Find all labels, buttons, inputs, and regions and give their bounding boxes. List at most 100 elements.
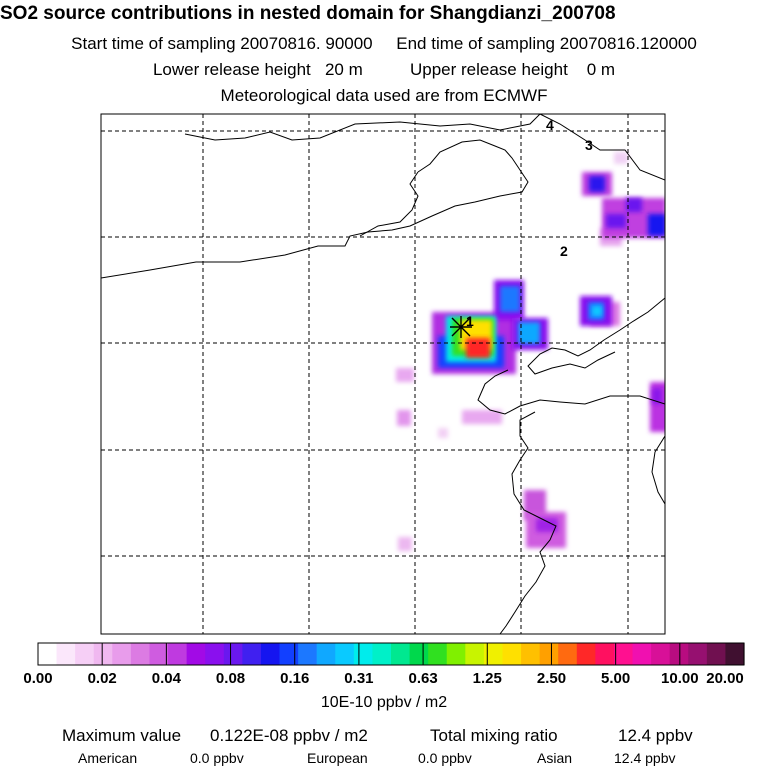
colorbar-swatch — [706, 643, 727, 665]
plume-patch — [397, 410, 411, 426]
plume-patch — [648, 214, 665, 236]
american-label: American — [78, 750, 138, 766]
colorbar-swatch — [372, 643, 392, 665]
colorbar-swatch — [428, 643, 448, 665]
colorbar-swatch — [632, 643, 652, 665]
colorbar-swatch — [223, 643, 243, 665]
colorbar-tick-label: 0.08 — [215, 670, 246, 687]
colorbar-swatch — [409, 643, 429, 665]
colorbar-swatch — [279, 643, 299, 665]
region-label-1: 1 — [466, 313, 474, 329]
colorbar-tick-label: 1.25 — [472, 670, 502, 687]
total-mixing-value: 12.4 ppbv — [618, 726, 693, 745]
map-frame — [100, 113, 666, 635]
colorbar-swatch — [130, 643, 151, 665]
colorbar-tick-label: 2.50 — [536, 670, 567, 687]
korea-coast — [651, 435, 665, 505]
colorbar-tick-label: 0.04 — [151, 670, 181, 687]
plume-patch — [626, 198, 642, 212]
sampling-times: Start time of sampling 20070816. 90000 E… — [0, 34, 768, 54]
colorbar-swatch — [316, 643, 336, 665]
borders — [101, 114, 665, 634]
colorbar-unit: 10E-10 ppbv / m2 — [320, 694, 448, 711]
colorbar-tick-label: 0.16 — [280, 670, 310, 687]
station-marker — [450, 316, 472, 338]
colorbar-tick-label: 0.02 — [87, 670, 117, 687]
start-time-label: Start time of sampling 20070816. 90000 — [71, 34, 373, 53]
region-label-3: 3 — [585, 137, 593, 153]
colorbar-swatch — [149, 643, 169, 665]
upper-release-label: Upper release height 0 m — [409, 60, 616, 79]
american-value: 0.0 ppbv — [190, 750, 244, 766]
end-time-label: End time of sampling 20070816.120000 — [396, 34, 697, 53]
asian-label: Asian — [537, 750, 573, 766]
european-value: 0.0 ppbv — [418, 750, 472, 766]
colorbar-swatch — [539, 643, 559, 665]
colorbar-swatch — [725, 643, 745, 665]
plume-patch — [652, 388, 662, 404]
plume-patch — [398, 537, 412, 551]
grid-lines — [101, 114, 665, 634]
plume-patch — [589, 176, 605, 192]
colorbar-swatch — [298, 643, 318, 665]
met-data-label: Meteorological data used are from ECMWF — [220, 86, 548, 105]
colorbar-swatch — [521, 643, 541, 665]
colorbar-tick-label: 0.63 — [408, 670, 438, 687]
colorbar-swatch — [168, 643, 188, 665]
colorbar-swatch — [446, 643, 466, 665]
colorbar-swatch — [93, 643, 113, 665]
colorbar-swatch — [669, 643, 689, 665]
lower-release-label: Lower release height 20 m — [152, 60, 363, 79]
mongolia-border — [101, 139, 529, 279]
colorbar-swatch — [502, 643, 522, 665]
release-heights: Lower release height 20 m Upper release … — [0, 60, 768, 80]
northeast-border — [539, 114, 665, 181]
colorbar-swatch — [465, 643, 485, 665]
plume-patch — [518, 322, 540, 344]
plume-patch — [614, 152, 628, 164]
colorbar-swatch — [38, 643, 58, 665]
plume-patch — [606, 214, 626, 228]
european-label: European — [307, 750, 368, 766]
region-label-2: 2 — [560, 243, 568, 259]
plume-patch — [438, 428, 448, 438]
inner-border — [359, 171, 419, 237]
colorbar-swatch — [112, 643, 132, 665]
colorbar-swatch — [483, 643, 504, 665]
plume-patch — [536, 518, 558, 532]
colorbar-tick-label: 10.00 — [661, 670, 699, 687]
colorbar-border — [37, 642, 745, 666]
plume-patch — [592, 306, 602, 316]
colorbar-swatch — [558, 643, 578, 665]
colorbar-swatch — [205, 643, 225, 665]
asian-value: 12.4 ppbv — [614, 750, 676, 766]
colorbar-swatch — [353, 643, 374, 665]
colorbar-swatch — [335, 643, 355, 665]
north-border — [184, 114, 541, 141]
colorbar-swatch — [75, 643, 95, 665]
chart-title: SO2 source contributions in nested domai… — [0, 3, 616, 24]
colorbar-swatch — [688, 643, 708, 665]
colorbar-tick-label: 20.00 — [706, 670, 744, 687]
colorbar-swatch — [651, 643, 671, 665]
total-mixing-label: Total mixing ratio — [430, 726, 558, 745]
colorbar-swatch — [576, 643, 596, 665]
colorbar-tick-label: 5.00 — [601, 670, 631, 687]
plume-patch — [462, 410, 502, 424]
plume-patch — [396, 368, 414, 382]
colorbar-tick-label: 0.31 — [344, 670, 374, 687]
colorbar-tick-label: 0.00 — [23, 670, 53, 687]
region-label-4: 4 — [546, 117, 554, 133]
east-coast — [499, 411, 557, 634]
colorbar-swatch — [613, 643, 634, 665]
colorbar-swatch — [391, 643, 411, 665]
colorbar-swatch — [595, 643, 615, 665]
max-value: 0.122E-08 ppbv / m2 — [210, 726, 368, 745]
colorbar-swatch — [186, 643, 206, 665]
northeast-coast — [527, 297, 665, 375]
max-value-label: Maximum value — [62, 726, 182, 745]
colorbar-swatch — [260, 643, 281, 665]
colorbar-swatch — [56, 643, 76, 665]
